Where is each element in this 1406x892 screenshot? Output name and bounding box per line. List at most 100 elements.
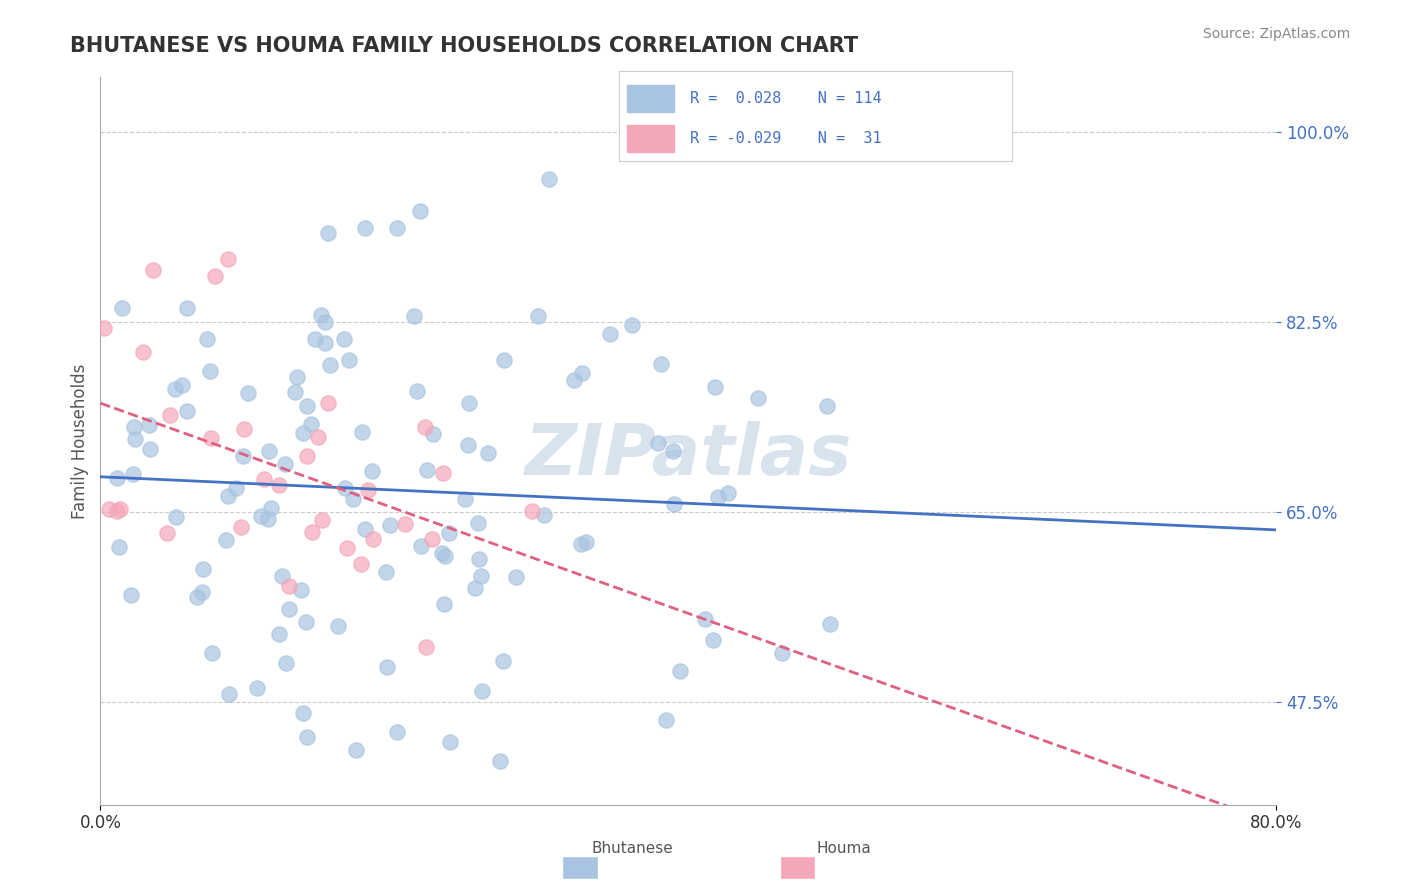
Point bbox=[278, 601, 301, 615]
Point bbox=[336, 541, 359, 556]
Text: Houma: Houma bbox=[817, 841, 870, 856]
Point bbox=[290, 583, 312, 598]
Point bbox=[156, 525, 179, 540]
Point bbox=[299, 417, 322, 432]
Point bbox=[385, 725, 408, 739]
Point bbox=[470, 569, 492, 583]
Text: ZIPatlas: ZIPatlas bbox=[524, 421, 852, 490]
FancyBboxPatch shape bbox=[627, 125, 673, 152]
Point bbox=[433, 597, 456, 611]
Point bbox=[491, 654, 513, 668]
Point bbox=[274, 457, 297, 471]
Point bbox=[217, 252, 239, 266]
Point bbox=[294, 615, 316, 630]
Point bbox=[176, 301, 198, 315]
Point bbox=[562, 373, 585, 387]
Point bbox=[693, 612, 716, 626]
Point bbox=[770, 647, 793, 661]
Point bbox=[702, 633, 724, 648]
Point bbox=[138, 417, 160, 432]
Point bbox=[311, 513, 333, 527]
Point bbox=[703, 380, 725, 394]
Text: R =  0.028    N = 114: R = 0.028 N = 114 bbox=[689, 91, 882, 105]
Point bbox=[295, 399, 318, 413]
Point bbox=[124, 433, 146, 447]
Point bbox=[236, 386, 259, 401]
Point bbox=[292, 426, 315, 441]
Point bbox=[186, 591, 208, 605]
Point bbox=[707, 490, 730, 504]
Point bbox=[353, 522, 375, 536]
Point bbox=[318, 358, 340, 372]
FancyBboxPatch shape bbox=[627, 85, 673, 112]
Point bbox=[494, 352, 516, 367]
Point bbox=[415, 640, 437, 655]
Point bbox=[215, 533, 238, 547]
Point bbox=[217, 489, 239, 503]
Point bbox=[668, 664, 690, 678]
Point bbox=[333, 332, 356, 346]
Point bbox=[267, 478, 290, 492]
Point bbox=[335, 481, 357, 495]
Point bbox=[662, 443, 685, 458]
Point bbox=[599, 327, 621, 342]
Point bbox=[191, 562, 214, 576]
Point bbox=[295, 730, 318, 744]
Point bbox=[402, 310, 425, 324]
Point bbox=[108, 540, 131, 554]
Point bbox=[350, 557, 373, 571]
Point bbox=[434, 549, 457, 563]
Point bbox=[257, 443, 280, 458]
Point bbox=[647, 435, 669, 450]
Point bbox=[204, 269, 226, 284]
Point bbox=[326, 619, 349, 633]
Point bbox=[380, 517, 402, 532]
Point bbox=[307, 430, 329, 444]
Text: R = -0.029    N =  31: R = -0.029 N = 31 bbox=[689, 131, 882, 145]
Point bbox=[352, 425, 374, 439]
Point bbox=[818, 617, 841, 632]
Point bbox=[159, 408, 181, 422]
Point bbox=[232, 422, 254, 436]
Point bbox=[533, 508, 555, 522]
Point bbox=[413, 420, 436, 434]
Point bbox=[132, 344, 155, 359]
Point bbox=[385, 221, 408, 235]
Point bbox=[520, 504, 543, 518]
Point bbox=[571, 366, 593, 380]
Point bbox=[467, 516, 489, 530]
Point bbox=[111, 301, 134, 315]
Point bbox=[411, 540, 433, 554]
Point bbox=[437, 525, 460, 540]
Point bbox=[357, 483, 380, 498]
Point bbox=[139, 442, 162, 457]
Point bbox=[337, 353, 360, 368]
Point bbox=[409, 203, 432, 218]
Point bbox=[488, 754, 510, 768]
Point bbox=[170, 377, 193, 392]
Point bbox=[815, 399, 838, 413]
Point bbox=[124, 419, 146, 434]
Point bbox=[432, 466, 454, 480]
Point bbox=[105, 471, 128, 485]
Point bbox=[121, 467, 143, 481]
Point bbox=[165, 510, 187, 524]
Point bbox=[246, 681, 269, 695]
Point bbox=[232, 449, 254, 463]
Point bbox=[198, 364, 221, 378]
Point bbox=[454, 492, 477, 507]
Point bbox=[457, 396, 479, 410]
Point bbox=[537, 172, 560, 186]
Point bbox=[527, 310, 550, 324]
Point bbox=[256, 512, 278, 526]
Point bbox=[422, 427, 444, 442]
Point bbox=[93, 320, 115, 334]
Point bbox=[471, 684, 494, 698]
Point bbox=[253, 472, 276, 486]
Point bbox=[285, 370, 308, 384]
Point bbox=[394, 517, 416, 532]
Point bbox=[342, 491, 364, 506]
Point bbox=[176, 404, 198, 418]
Point bbox=[295, 449, 318, 463]
Point bbox=[717, 486, 740, 500]
